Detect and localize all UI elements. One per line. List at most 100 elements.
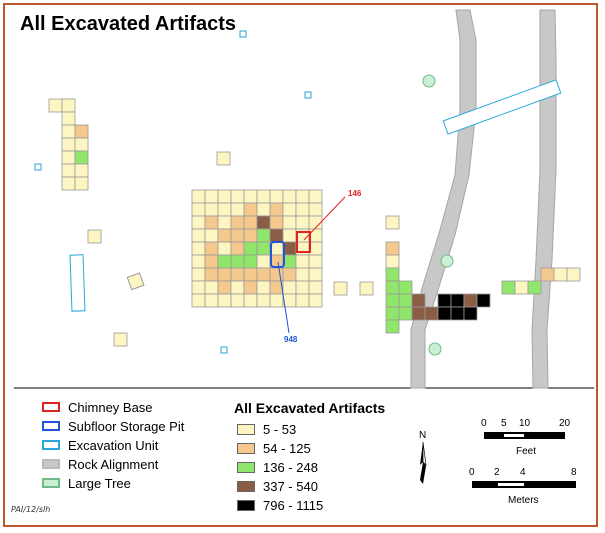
artifact-unit: [61, 111, 76, 126]
legend-class-label: 337 - 540: [263, 478, 318, 494]
legend-swatch: [42, 478, 60, 488]
artifact-unit: [295, 280, 310, 295]
artifact-unit: [385, 241, 400, 256]
artifact-unit: [191, 241, 206, 256]
artifact-unit: [333, 281, 348, 296]
artifact-unit: [566, 267, 581, 282]
artifact-unit: [437, 293, 452, 308]
artifact-unit: [540, 267, 555, 282]
legend-class-swatch: [237, 461, 255, 473]
artifact-unit: [308, 267, 323, 282]
legend-class-item: 337 - 540: [237, 478, 318, 494]
legend-item-chimney-base: Chimney Base: [42, 399, 153, 415]
legend-item-rock-alignment: Rock Alignment: [42, 456, 158, 472]
artifact-unit: [411, 306, 426, 321]
artifact-unit: [385, 267, 400, 282]
large-tree: [428, 342, 442, 356]
pit-callout-line: [277, 261, 290, 334]
artifact-unit: [437, 306, 452, 321]
legend-item-subfloor-storage-pit: Subfloor Storage Pit: [42, 418, 184, 434]
excavation-unit: [442, 79, 562, 135]
artifact-unit: [191, 202, 206, 217]
rock-alignment: [410, 9, 477, 389]
meters-tick-3: 8: [571, 467, 577, 478]
artifact-unit: [269, 189, 284, 204]
artifact-unit: [243, 215, 258, 230]
artifact-unit: [74, 150, 89, 165]
chimney-callout-line: [303, 196, 346, 241]
artifact-unit: [217, 280, 232, 295]
artifact-unit: [61, 124, 76, 139]
artifact-unit: [256, 202, 271, 217]
artifact-unit: [476, 293, 491, 308]
artifact-unit: [87, 229, 102, 244]
artifact-unit: [450, 293, 465, 308]
artifact-unit: [204, 189, 219, 204]
feet-tick-1: 5: [501, 418, 507, 429]
subfloor-storage-pit: [270, 241, 285, 268]
artifact-unit: [217, 254, 232, 269]
excavation-unit: [34, 163, 42, 171]
artifact-unit: [269, 215, 284, 230]
legend-label: Large Tree: [68, 475, 131, 491]
artifact-unit: [385, 254, 400, 269]
artifact-unit: [74, 124, 89, 139]
artifact-unit: [424, 306, 439, 321]
artifact-unit: [501, 280, 516, 295]
artifact-unit: [204, 241, 219, 256]
legend-class-label: 54 - 125: [263, 440, 311, 456]
artifact-unit: [295, 189, 310, 204]
artifact-unit: [359, 281, 374, 296]
artifact-unit: [217, 293, 232, 308]
excavation-unit: [69, 254, 86, 312]
artifact-unit: [243, 202, 258, 217]
artifact-unit: [514, 280, 529, 295]
artifact-unit: [269, 228, 284, 243]
artifact-unit: [282, 280, 297, 295]
artifact-unit: [553, 267, 568, 282]
legend-class-item: 5 - 53: [237, 421, 296, 437]
scale-bar-meters: 0 2 4 8 Meters: [469, 467, 577, 506]
class-legend-title: All Excavated Artifacts: [234, 400, 386, 416]
artifact-unit: [191, 189, 206, 204]
artifact-unit: [61, 176, 76, 191]
artifact-unit: [269, 202, 284, 217]
artifact-unit: [243, 241, 258, 256]
artifact-unit: [295, 293, 310, 308]
artifact-unit: [282, 215, 297, 230]
artifact-unit: [282, 189, 297, 204]
artifact-unit: [48, 98, 63, 113]
credit-text: PAI/12/slh: [11, 505, 51, 514]
meters-tick-1: 2: [494, 467, 500, 478]
artifact-unit: [230, 267, 245, 282]
feet-unit: Feet: [516, 446, 536, 457]
meters-tick-0: 0: [469, 467, 475, 478]
artifact-unit: [230, 202, 245, 217]
artifact-unit: [217, 189, 232, 204]
artifact-unit: [217, 267, 232, 282]
artifact-unit: [191, 293, 206, 308]
legend-swatch: [42, 440, 60, 450]
artifact-unit: [527, 280, 542, 295]
legend-class-swatch: [237, 499, 255, 511]
artifact-unit: [385, 293, 400, 308]
artifact-unit: [230, 215, 245, 230]
excavation-unit: [239, 30, 247, 38]
legend-label: Subfloor Storage Pit: [68, 418, 185, 434]
artifact-unit: [256, 228, 271, 243]
legend-swatch: [42, 402, 60, 412]
legend-label: Excavation Unit: [68, 437, 159, 453]
legend-item-large-tree: Large Tree: [42, 475, 131, 491]
artifact-unit: [61, 98, 76, 113]
pit-ref-label: 948: [284, 335, 298, 344]
artifact-unit: [282, 228, 297, 243]
artifact-unit: [398, 280, 413, 295]
artifact-unit: [385, 319, 400, 334]
legend-class-item: 54 - 125: [237, 440, 311, 456]
artifact-unit: [243, 254, 258, 269]
feet-tick-0: 0: [481, 418, 487, 429]
artifact-unit: [61, 163, 76, 178]
excavation-unit: [304, 91, 312, 99]
artifact-unit: [256, 241, 271, 256]
artifact-unit: [463, 306, 478, 321]
